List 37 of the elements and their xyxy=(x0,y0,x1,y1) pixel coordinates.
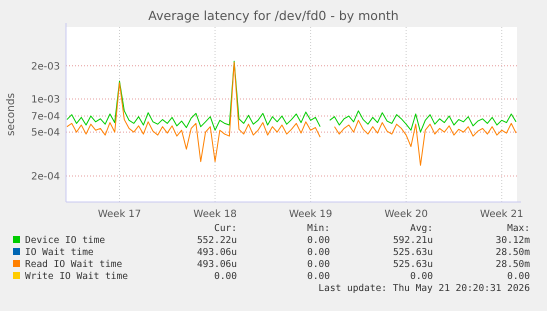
y-tick-label: 5e-04 xyxy=(31,128,60,139)
text: 28.50m xyxy=(496,247,530,258)
y-axis-title: seconds xyxy=(5,93,17,136)
text: Avg: xyxy=(410,223,433,234)
text: 0.00 xyxy=(307,271,330,282)
chart-title: Average latency for /dev/fd0 - by month xyxy=(148,8,399,23)
y-tick-label: 1e-03 xyxy=(31,94,60,106)
x-tick-label: Week 17 xyxy=(98,209,142,220)
text: Last update: Thu May 21 20:20:31 2026 xyxy=(318,283,530,294)
x-tick-label: Week 19 xyxy=(288,209,332,220)
legend-label: Write IO Wait time xyxy=(25,271,128,282)
text: Cur: xyxy=(214,223,237,234)
text: 0.00 xyxy=(410,271,434,282)
legend-label: IO Wait time xyxy=(25,247,94,258)
text: Min: xyxy=(307,223,330,234)
y-tick-label: 2e-04 xyxy=(31,171,60,182)
text: 525.63u xyxy=(392,259,433,270)
text: Max: xyxy=(507,223,530,234)
text: 0.00 xyxy=(307,235,330,246)
text: 552.22u xyxy=(196,235,237,246)
text: 493.06u xyxy=(196,247,237,258)
y-tick-label: 2e-03 xyxy=(31,61,60,72)
text: 0.00 xyxy=(307,247,330,258)
text: 0.00 xyxy=(307,259,330,270)
text: 592.21u xyxy=(392,235,433,246)
text: 525.63u xyxy=(392,247,433,258)
y-tick-label: 7e-04 xyxy=(31,112,60,123)
x-tick-label: Week 20 xyxy=(384,209,428,220)
text: 30.12m xyxy=(496,235,530,246)
x-tick-label: Week 18 xyxy=(193,209,237,220)
text: 0.00 xyxy=(507,271,530,282)
legend-label: Read IO Wait time xyxy=(25,259,123,270)
x-tick-label: Week 21 xyxy=(480,209,524,220)
legend-label: Device IO time xyxy=(25,235,106,246)
text: 493.06u xyxy=(196,259,237,270)
text: 0.00 xyxy=(214,271,238,282)
text: 28.50m xyxy=(496,259,530,270)
